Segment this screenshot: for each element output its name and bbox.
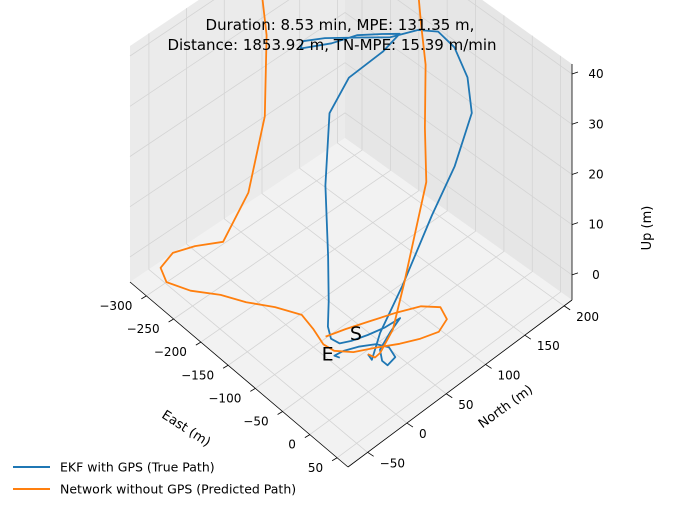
x-tick-label: −200: [154, 345, 187, 359]
grid-line-z: [129, 62, 573, 226]
z-tick-label: 30: [588, 117, 603, 131]
grid-line-z: [129, 112, 573, 276]
x-tick-label: 0: [288, 438, 296, 452]
right-back-pane: [345, 0, 572, 300]
grid-line-x: [282, 15, 505, 412]
x-tick-mark: [222, 364, 229, 369]
grid-line-y: [337, 0, 565, 307]
y-axis-label: North (m): [476, 382, 536, 431]
z-tick-label: 40: [588, 67, 603, 81]
grid-line-x: [146, 0, 363, 297]
x-tick-label: 50: [308, 461, 323, 475]
grid-line-y: [223, 0, 447, 395]
end-marker: E: [322, 344, 334, 366]
y-tick-mark: [446, 393, 453, 399]
series-layer: [159, 0, 473, 367]
series-line-predicted-path: [159, 0, 448, 359]
z-tick-mark: [571, 71, 579, 75]
z-tick-mark: [571, 222, 579, 226]
x-tick-label: −150: [181, 368, 214, 382]
y-tick-mark: [524, 334, 532, 340]
legend-label-predicted-path: Network without GPS (Predicted Path): [60, 482, 296, 497]
x-tick-label: −50: [243, 415, 268, 429]
y-tick-label: 0: [419, 427, 427, 441]
grid-line-x: [200, 0, 420, 343]
x-tick-mark: [250, 388, 256, 392]
y-axis-line: [347, 299, 573, 468]
grid-lines: [129, 0, 573, 468]
grid-line-y: [186, 8, 408, 424]
y-tick-mark: [485, 364, 492, 369]
x-axis-line: [129, 281, 349, 468]
z-tick-label: 0: [592, 268, 600, 282]
grid-line-z: [129, 12, 573, 175]
z-tick-mark: [571, 272, 579, 276]
grid-line-x: [309, 35, 533, 435]
chart-title-line-1: Duration: 8.53 min, MPE: 131.35 m,: [206, 16, 475, 34]
x-tick-label: −100: [208, 391, 241, 405]
floor-pane: [130, 138, 572, 467]
grid-line-z: [129, 0, 573, 125]
y-tick-mark: [563, 305, 571, 311]
grid-line-z: [129, 0, 573, 75]
x-axis-label: East (m): [159, 408, 213, 451]
y-tick-label: 100: [498, 368, 521, 382]
z-tick-mark: [571, 121, 579, 125]
chart-title-line-2: Distance: 1853.92 m, TN-MPE: 15.39 m/min: [167, 36, 496, 54]
x-tick-label: −300: [99, 299, 132, 313]
grid-line-x: [173, 0, 391, 320]
start-marker: S: [350, 323, 362, 345]
x-tick-mark: [331, 457, 338, 462]
y-tick-label: −50: [380, 456, 405, 470]
legend-label-true-path: EKF with GPS (True Path): [60, 460, 215, 475]
grid-line-y: [261, 0, 486, 365]
x-tick-mark: [168, 318, 174, 323]
y-tick-label: 150: [537, 339, 560, 353]
grid-line-y: [299, 0, 526, 336]
z-tick-mark: [571, 172, 579, 175]
z-axis-label: Up (m): [640, 206, 655, 251]
z-tick-label: 10: [588, 218, 603, 232]
x-tick-mark: [304, 434, 311, 438]
z-tick-label: 20: [588, 167, 603, 181]
y-tick-mark: [406, 422, 414, 428]
y-tick-label: 50: [458, 398, 473, 412]
x-tick-mark: [141, 295, 147, 300]
y-tick-mark: [367, 452, 374, 457]
x-tick-mark: [195, 341, 202, 346]
grid-line-x: [336, 55, 561, 459]
series-line-true-path: [299, 29, 473, 367]
x-tick-mark: [277, 411, 283, 415]
legend: EKF with GPS (True Path) Network without…: [13, 460, 296, 497]
y-tick-label: 200: [576, 310, 599, 324]
grid-line-y: [148, 33, 368, 453]
x-tick-label: −250: [127, 322, 160, 336]
